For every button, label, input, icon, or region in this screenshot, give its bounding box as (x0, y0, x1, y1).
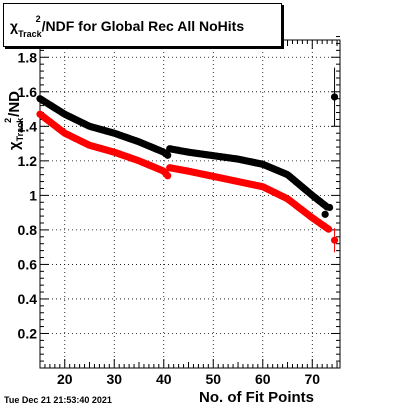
x-tick-label: 50 (205, 371, 221, 387)
data-point (164, 151, 172, 159)
y-tick-label: 1.4 (18, 118, 38, 134)
data-point (326, 203, 334, 212)
y-tick-label: 1 (29, 187, 37, 203)
x-axis-label: No. of Fit Points (199, 389, 314, 406)
data-point (321, 210, 329, 218)
ylabel-chi-symbol: χ (6, 141, 23, 150)
ylabel-superscript: 2 (3, 117, 13, 123)
data-point (164, 172, 172, 180)
y-axis-label: χTrack2/ND (3, 50, 26, 150)
y-tick-label: 0.2 (18, 325, 38, 341)
title-text: /NDF for Global Rec All NoHits (41, 18, 245, 34)
title-subscript: Track (18, 29, 42, 39)
timestamp: Tue Dec 21 21:53:40 2021 (4, 395, 112, 405)
data-point (330, 236, 339, 244)
y-tick-label: 0.6 (18, 256, 38, 272)
title-chi-symbol: χ (10, 18, 19, 34)
ylabel-text: /ND (6, 90, 23, 117)
x-tick-label: 70 (304, 371, 320, 387)
y-tick-label: 1.2 (18, 153, 38, 169)
chart-title: χTrack 2/NDF for Global Rec All NoHits (10, 14, 245, 39)
x-tick-label: 60 (255, 371, 271, 387)
y-tick-label: 0.8 (18, 222, 38, 238)
title-superscript: 2 (35, 14, 41, 24)
ylabel-subscript: Track (15, 117, 25, 142)
data-point (330, 93, 339, 101)
y-tick-label: 1.6 (18, 84, 38, 100)
chart-title-box: χTrack 2/NDF for Global Rec All NoHits (3, 3, 282, 47)
x-tick-label: 20 (57, 371, 73, 387)
y-tick-label: 1.8 (18, 49, 38, 65)
x-tick-label: 30 (106, 371, 122, 387)
data-point (325, 225, 333, 233)
x-tick-label: 40 (156, 371, 172, 387)
y-tick-label: 0.4 (18, 291, 38, 307)
